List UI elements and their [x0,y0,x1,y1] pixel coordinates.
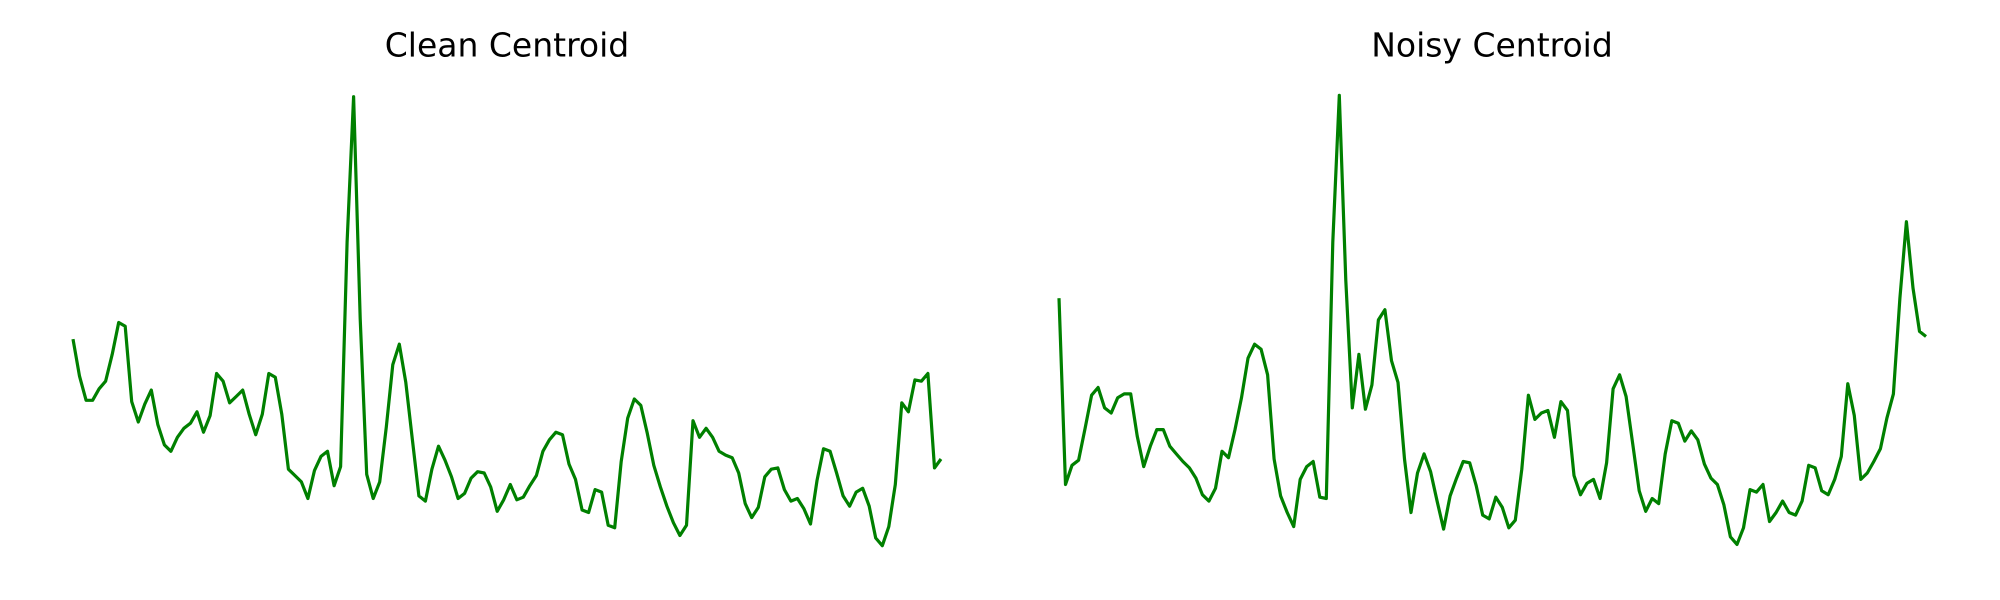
chart-title: Noisy Centroid [1371,26,1613,65]
line [1057,93,1927,546]
line [71,95,943,548]
chart-title: Clean Centroid [385,26,630,65]
